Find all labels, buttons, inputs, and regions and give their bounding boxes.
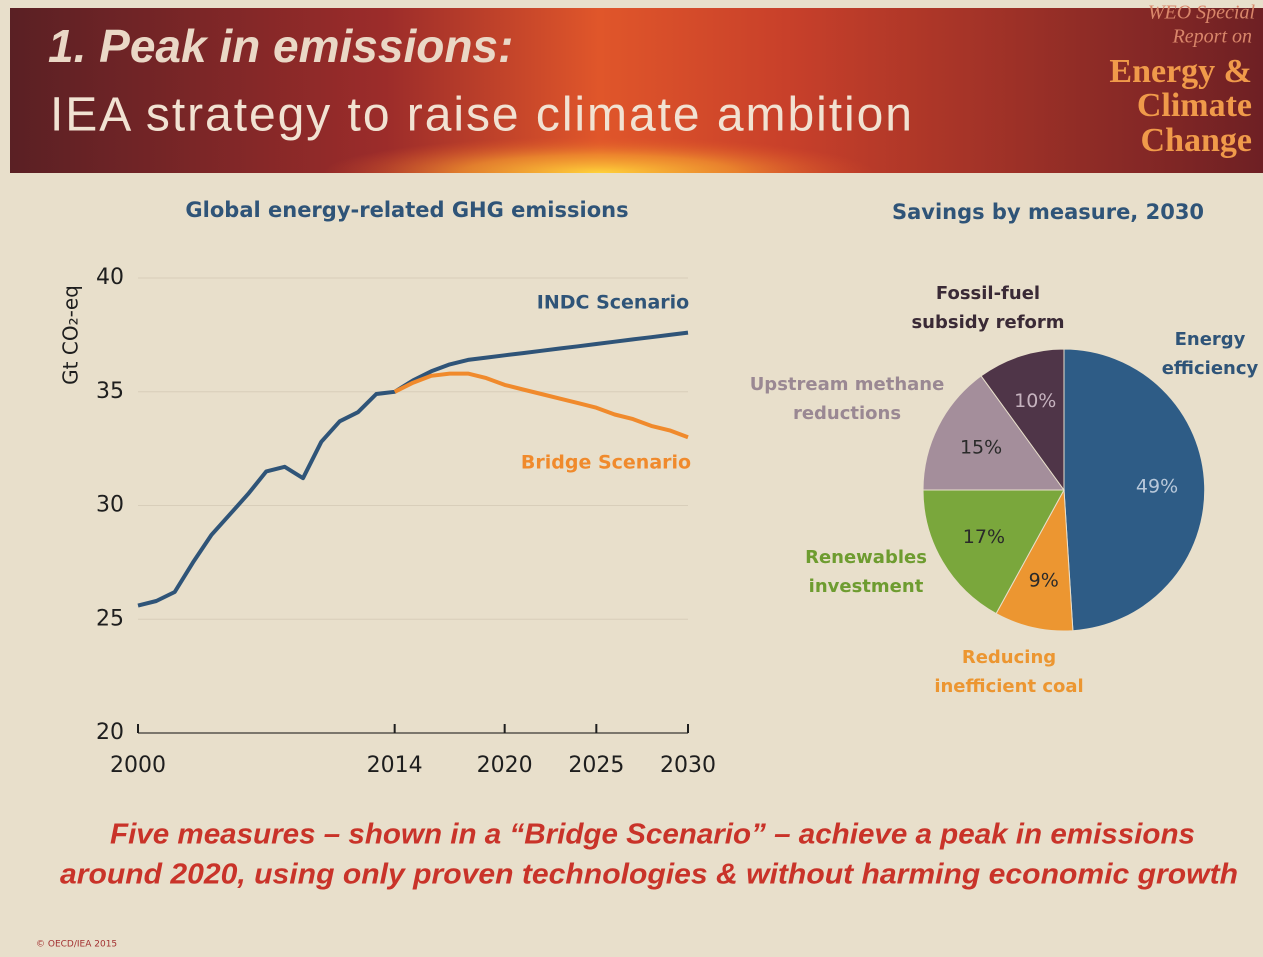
value-label: 9% — [1029, 569, 1059, 591]
category-label: Energy efficiency — [1155, 325, 1263, 383]
header-title: 1. Peak in emissions: — [48, 20, 513, 72]
slide-canvas: 1. Peak in emissions: IEA strategy to ra… — [0, 0, 1263, 957]
badge-line: Energy & — [1109, 53, 1252, 90]
y-axis-label: Gt CO₂-eq — [59, 285, 83, 385]
category-label: Fossil-fuel subsidy reform — [903, 279, 1073, 337]
header-subtitle: IEA strategy to raise climate ambition — [50, 89, 912, 142]
value-label: 15% — [960, 436, 1002, 458]
series-label: Bridge Scenario — [521, 452, 691, 474]
y-tick-label: 20 — [96, 720, 124, 745]
caption-line: Five measures – shown in a “Bridge Scena… — [110, 819, 1195, 851]
x-tick-label: 2000 — [110, 753, 166, 778]
value-label: 17% — [963, 526, 1005, 548]
caption-line: around 2020, using only proven technolog… — [60, 859, 1238, 891]
value-label: 10% — [1014, 390, 1056, 412]
badge-line: Change — [1141, 122, 1252, 159]
x-tick-label: 2025 — [568, 753, 624, 778]
x-tick-label: 2014 — [367, 753, 423, 778]
category-label: Renewables investment — [796, 543, 936, 601]
chart-title: Savings by measure, 2030 — [892, 200, 1204, 224]
x-tick-label: 2020 — [477, 753, 533, 778]
value-label: 49% — [1136, 476, 1178, 498]
y-tick-label: 35 — [96, 379, 124, 404]
slide: 1. Peak in emissions: IEA strategy to ra… — [0, 0, 1263, 957]
copyright: © OECD/IEA 2015 — [36, 940, 117, 950]
category-label: Upstream methane reductions — [737, 370, 957, 428]
chart-title: Global energy-related GHG emissions — [185, 198, 628, 222]
series-label: INDC Scenario — [537, 292, 689, 314]
badge-line: Climate — [1137, 87, 1252, 124]
badge-line: WEO Special — [1148, 2, 1256, 24]
pie-slice — [1064, 349, 1205, 631]
badge-line: Report on — [1172, 26, 1252, 48]
y-tick-label: 25 — [96, 606, 124, 631]
series-line — [395, 374, 688, 438]
x-tick-label: 2030 — [660, 753, 716, 778]
y-tick-label: 30 — [96, 493, 124, 518]
caption: Five measures – shown in a “Bridge Scena… — [60, 819, 1238, 891]
category-label: Reducing inefficient coal — [924, 643, 1094, 701]
y-tick-label: 40 — [96, 265, 124, 290]
